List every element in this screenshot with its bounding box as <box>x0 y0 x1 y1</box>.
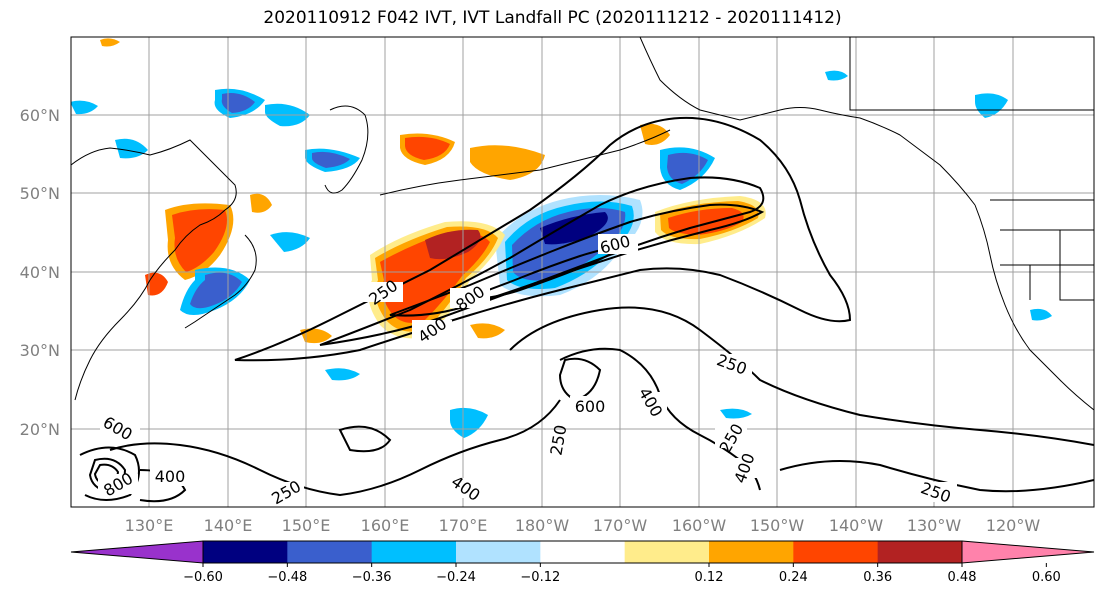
colorbar-segment <box>709 541 794 563</box>
colorbar-tick-label: 0.12 <box>695 570 724 585</box>
longitude-labels: 130°E 140°E 150°E 160°E 170°E 180°W 170°… <box>125 516 1041 535</box>
lat-label: 20°N <box>20 420 60 439</box>
contour-250-south-wave <box>338 425 392 453</box>
contour-600-main <box>389 203 765 317</box>
japan-coastline <box>184 234 257 329</box>
colorbar-extension-low <box>70 540 204 564</box>
latitude-labels: 60°N 50°N 40°N 30°N 20°N <box>20 106 60 439</box>
graticule <box>71 37 1094 507</box>
colorbar-segment <box>624 541 710 563</box>
colorbar-tick-label: −0.60 <box>183 570 223 585</box>
contour-label: 400 <box>155 467 186 486</box>
north-america-west-coast <box>974 204 1094 411</box>
lat-label: 60°N <box>20 106 60 125</box>
colorbar-segment <box>877 541 963 563</box>
colorbar: −0.60 −0.48 −0.36 −0.24 −0.12 0.12 0.24 0.36 0.4… <box>70 540 1095 585</box>
lat-label: 30°N <box>20 341 60 360</box>
lon-label: 160°E <box>361 516 410 535</box>
colorbar-segment <box>456 541 541 563</box>
ivt-anomaly-fills <box>71 38 1052 438</box>
colorbar-extension-high <box>961 540 1095 564</box>
canada-boundary <box>849 37 1094 111</box>
us-state-boundaries <box>1000 229 1094 301</box>
map-title: 2020110912 F042 IVT, IVT Landfall PC (20… <box>263 8 842 28</box>
lon-label: 140°W <box>829 516 884 535</box>
colorbar-tick-label: −0.36 <box>352 570 392 585</box>
kamchatka-coastline <box>324 105 369 194</box>
lon-label: 150°W <box>750 516 805 535</box>
lat-label: 40°N <box>20 263 60 282</box>
colorbar-segment <box>540 541 626 563</box>
colorbar-tick-label: 0.60 <box>1032 570 1061 585</box>
colorbar-segment <box>793 541 879 563</box>
colorbar-tick-label: −0.24 <box>436 570 476 585</box>
aleutian-islands <box>379 129 671 196</box>
lon-label: 180°W <box>515 516 570 535</box>
colorbar-tick-label: −0.12 <box>520 570 560 585</box>
contour-800-typhoon <box>79 446 140 501</box>
lon-label: 150°E <box>282 516 331 535</box>
coastlines <box>71 37 1094 411</box>
contour-600-south-blob <box>558 357 602 402</box>
contour-250-southwest <box>109 399 561 497</box>
lon-label: 120°W <box>986 516 1041 535</box>
lon-label: 130°E <box>125 516 174 535</box>
contour-250-southeast <box>779 460 1094 493</box>
alaska-coastline <box>639 37 976 206</box>
colorbar-segment <box>371 541 457 563</box>
lon-label: 170°W <box>593 516 648 535</box>
colorbar-tick-label: 0.48 <box>948 570 977 585</box>
contour-250-south-loop <box>509 306 1094 446</box>
lat-label: 50°N <box>20 184 60 203</box>
lon-label: 130°W <box>907 516 962 535</box>
colorbar-frame <box>202 540 963 564</box>
lon-label: 160°W <box>672 516 727 535</box>
colorbar-segment <box>203 541 288 563</box>
colorbar-tick-label: 0.24 <box>779 570 808 585</box>
colorbar-tick-label: −0.48 <box>267 570 307 585</box>
contour-label: 600 <box>575 397 606 416</box>
colorbar-tick-label: 0.36 <box>863 570 892 585</box>
contour-250-main <box>234 116 852 362</box>
asia-coastline <box>71 139 237 401</box>
lon-label: 140°E <box>204 516 253 535</box>
lon-label: 170°E <box>439 516 488 535</box>
map-frame <box>70 36 1095 508</box>
colorbar-segment <box>287 541 373 563</box>
